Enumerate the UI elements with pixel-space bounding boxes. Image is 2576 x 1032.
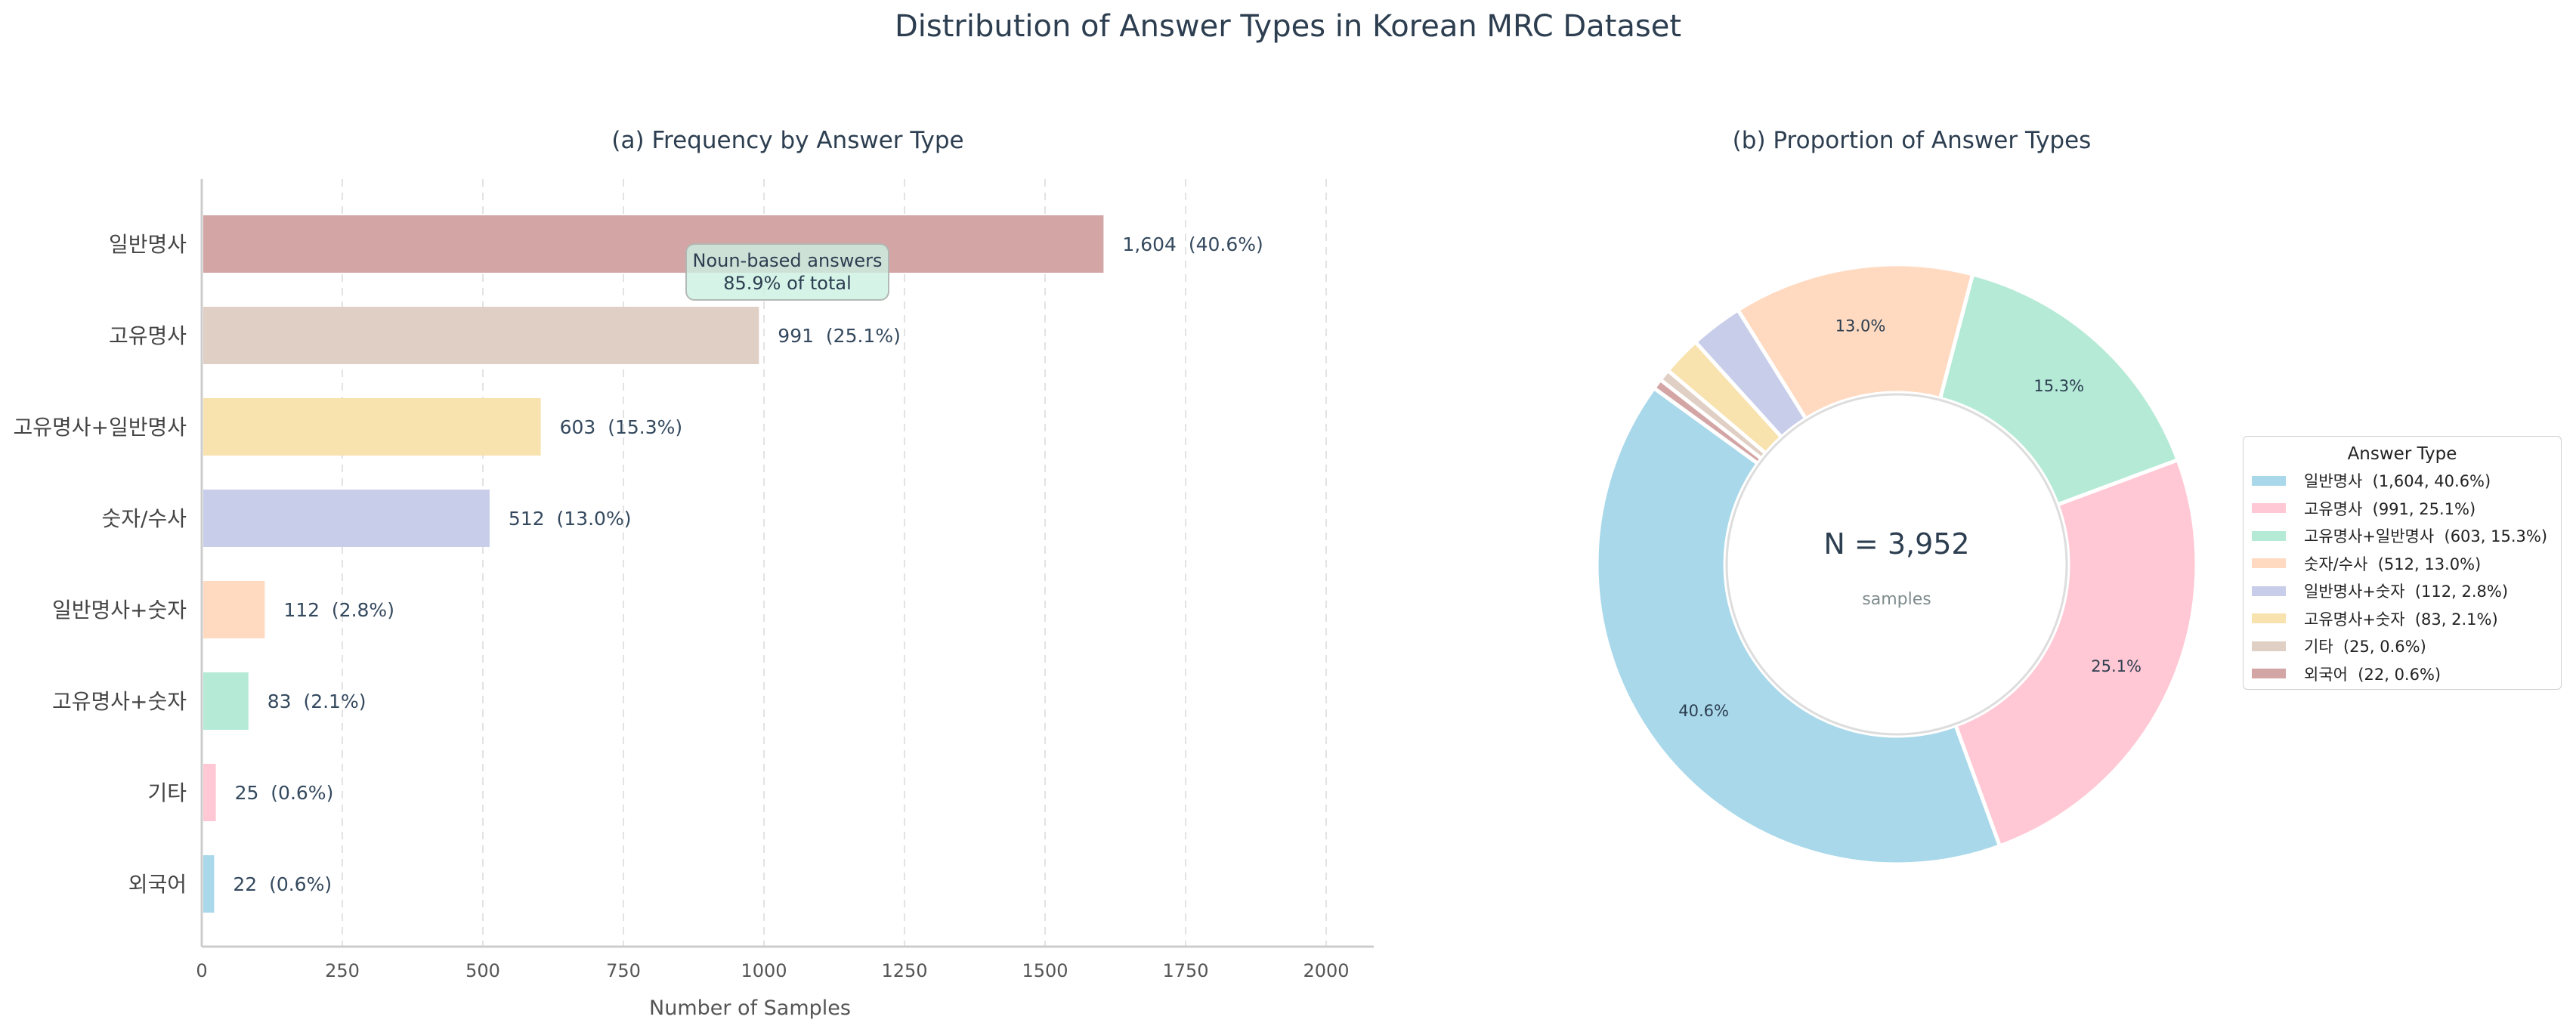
legend-label: 고유명사 (991, 25.1%) [2304,499,2476,518]
legend-item[interactable]: 고유명사 (991, 25.1%) [2244,495,2561,523]
donut-slice[interactable] [1953,457,2199,848]
bar[interactable] [203,398,541,456]
bar-chart: 0 250 500 750 1000 1250 1500 1750 2000 일반명사 1,604 … [13,179,1374,1020]
bar[interactable] [203,764,216,821]
y-tick-label: 외국어 [128,872,187,897]
y-tick-label: 일반명사+숫자 [52,598,187,623]
legend-item[interactable]: 고유명사+숫자 (83, 2.1%) [2244,605,2561,633]
annotation-line-1: Noun-based answers [692,250,883,271]
slice-percent-label: 25.1% [2091,657,2142,675]
center-label: samples [1862,590,1931,609]
x-tick-label: 1500 [1022,960,1068,981]
donut-chart-title: (b) Proportion of Answer Types [1732,127,2092,154]
y-tick-label: 고유명사+일반명사 [13,415,187,440]
center-total: N = 3,952 [1823,527,1969,561]
legend-item[interactable]: 숫자/수사 (512, 13.0%) [2244,550,2561,578]
donut-slice[interactable] [1937,271,2181,508]
x-axis-label: Number of Samples [649,996,851,1020]
bar-value-label: 112 (2.8%) [283,599,394,621]
bar[interactable] [203,855,215,913]
figure-title: Distribution of Answer Types in Korean M… [894,9,1682,44]
noun-annotation-box: Noun-based answers 85.9% of total [685,243,889,301]
legend-item[interactable]: 고유명사+일반명사 (603, 15.3%) [2244,522,2561,550]
legend-item[interactable]: 일반명사 (1,604, 40.6%) [2244,467,2561,495]
legend-title: Answer Type [2347,444,2457,464]
bar[interactable] [203,490,490,547]
legend-swatch-icon [2252,669,2286,679]
donut-chart: 40.6% 25.1% 15.3% 13.0% N = 3,952 samples [1594,262,2199,867]
legend-label: 고유명사+일반명사 (603, 15.3%) [2304,527,2548,546]
legend-label: 일반명사 (1,604, 40.6%) [2304,472,2491,491]
x-tick-label: 2000 [1303,960,1349,981]
bar-chart-title: (a) Frequency by Answer Type [611,127,964,154]
y-tick-label: 일반명사 [109,232,187,257]
legend-swatch-icon [2252,475,2286,486]
legend-label: 일반명사+숫자 (112, 2.8%) [2304,582,2509,601]
legend-item[interactable]: 외국어 (22, 0.6%) [2244,660,2561,688]
bar-value-label: 83 (2.1%) [267,691,366,712]
bar[interactable] [203,307,759,364]
bar[interactable] [203,672,249,730]
bar-value-label: 603 (15.3%) [560,416,683,438]
slice-percent-label: 40.6% [1678,702,1729,720]
x-tick-label: 250 [325,960,360,981]
donut-slice[interactable] [1735,262,1975,422]
bar-value-label: 25 (0.6%) [235,782,334,804]
legend-swatch-icon [2252,503,2286,514]
bar-value-label: 512 (13.0%) [509,508,632,530]
bar-value-label: 991 (25.1%) [778,325,901,347]
legend-swatch-icon [2252,641,2286,651]
y-tick-label: 고유명사 [109,323,187,348]
x-tick-label: 750 [606,960,641,981]
slice-percent-label: 13.0% [1835,317,1886,335]
slice-percent-label: 15.3% [2033,377,2084,395]
x-tick-label: 500 [465,960,500,981]
y-tick-label: 고유명사+숫자 [52,689,187,714]
legend-swatch-icon [2252,613,2286,624]
legend: Answer Type 일반명사 (1,604, 40.6%) 고유명사 (991… [2243,436,2562,690]
x-tick-label: 1250 [881,960,927,981]
annotation-line-2: 85.9% of total [723,273,852,294]
legend-label: 기타 (25, 0.6%) [2304,638,2426,657]
bar-value-label: 1,604 (40.6%) [1122,233,1263,255]
y-tick-label: 숫자/수사 [102,506,187,531]
legend-swatch-icon [2252,558,2286,569]
legend-swatch-icon [2252,530,2286,541]
legend-label: 고유명사+숫자 (83, 2.1%) [2304,610,2498,629]
legend-label: 숫자/수사 (512, 13.0%) [2304,555,2482,573]
bar-value-label: 22 (0.6%) [233,873,332,895]
x-tick-label: 1000 [741,960,787,981]
donut-hole [1725,393,2068,736]
donut-slice[interactable] [1651,377,1764,467]
bar[interactable] [203,581,265,638]
donut-slice[interactable] [1594,385,2002,867]
x-tick-label: 1750 [1162,960,1208,981]
legend-label: 외국어 (22, 0.6%) [2304,665,2441,684]
legend-item[interactable]: 일반명사+숫자 (112, 2.8%) [2244,577,2561,605]
y-tick-label: 기타 [147,780,187,805]
legend-swatch-icon [2252,586,2286,596]
legend-item[interactable]: 기타 (25, 0.6%) [2244,632,2561,660]
bar[interactable] [203,215,1104,273]
x-tick-label: 0 [196,960,207,981]
